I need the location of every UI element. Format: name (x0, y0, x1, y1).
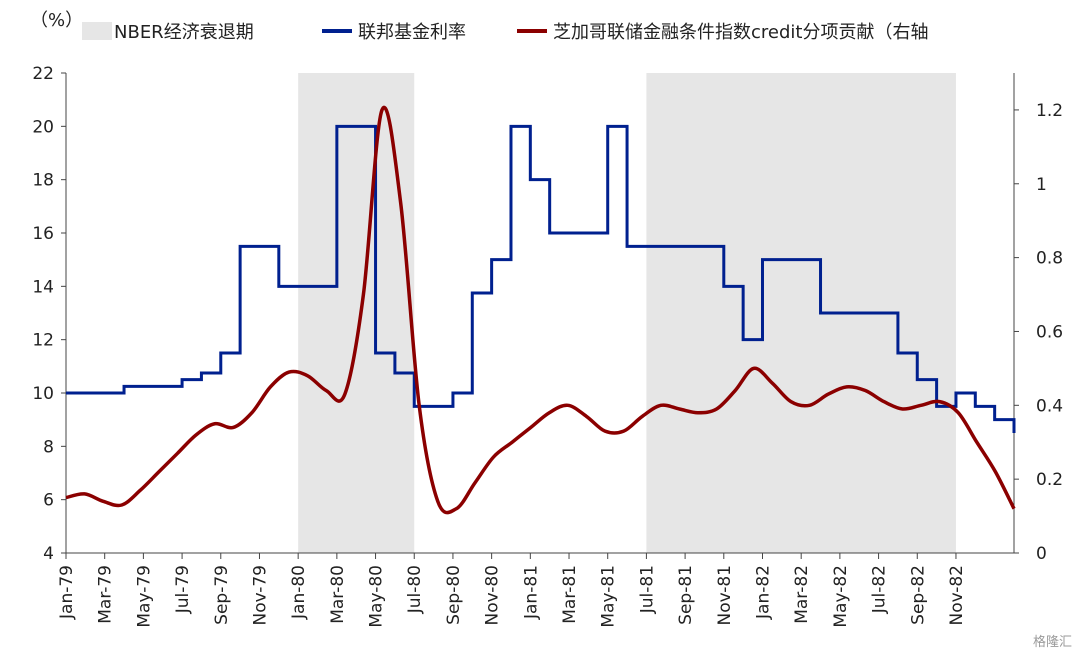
legend: NBER经济衰退期 联邦基金利率 芝加哥联储金融条件指数credit分项贡献（右轴 (82, 22, 928, 43)
x-tick-label: Jan-81 (521, 565, 541, 620)
x-tick-label: Jul-80 (405, 565, 425, 614)
chicago-fed-credit-line (65, 105, 1016, 515)
x-tick-label: May-79 (134, 565, 154, 628)
x-tick-label: Mar-79 (96, 565, 116, 624)
left-tick-label: 4 (43, 544, 54, 564)
x-tick-label: Jan-82 (753, 565, 773, 620)
left-tick-label: 12 (32, 331, 54, 351)
series (65, 105, 1016, 515)
axes: 4 6 8 10 12 14 16 18 20 22 0 0.2 0.4 0.6 0.8 1 1.2 Jan-79… (32, 64, 1063, 628)
fed-funds-rate-line (66, 124, 1016, 433)
right-tick-label: 0.8 (1036, 249, 1063, 269)
right-tick-label: 1 (1036, 175, 1047, 195)
left-axis-unit-label: （%） (30, 10, 83, 31)
x-tick-label: Sep-82 (908, 565, 928, 625)
left-tick-label: 8 (43, 437, 54, 457)
x-tick-label: Jul-82 (870, 565, 890, 614)
x-tick-label: May-81 (599, 565, 619, 628)
x-tick-label: Sep-79 (212, 565, 232, 625)
legend-label: NBER经济衰退期 (114, 22, 254, 43)
x-tick-label: Jan-79 (57, 565, 77, 620)
recession-band-2 (646, 73, 956, 553)
right-tick-label: 0.2 (1036, 470, 1063, 490)
legend-label: 联邦基金利率 (358, 22, 466, 43)
right-tick-label: 0 (1036, 544, 1047, 564)
x-tick-label: Mar-82 (792, 565, 812, 624)
x-tick-label: Jul-81 (637, 565, 657, 614)
x-tick-label: May-82 (831, 565, 851, 628)
x-tick-label: Nov-82 (947, 565, 967, 626)
left-tick-label: 18 (32, 171, 54, 191)
right-tick-label: 1.2 (1036, 101, 1063, 121)
recession-band-1 (298, 73, 415, 553)
right-tick-label: 0.4 (1036, 396, 1063, 416)
x-tick-label: Sep-81 (676, 565, 696, 625)
left-tick-label: 22 (32, 64, 54, 84)
x-tick-label: Mar-81 (560, 565, 580, 624)
x-tick-label: Nov-81 (715, 565, 735, 626)
x-tick-label: Mar-80 (328, 565, 348, 624)
left-tick-label: 16 (32, 224, 54, 244)
right-tick-label: 0.6 (1036, 322, 1063, 342)
x-tick-label: Nov-79 (250, 565, 270, 626)
x-tick-label: Jan-80 (289, 565, 309, 620)
x-tick-label: Jul-79 (173, 565, 193, 614)
left-tick-label: 10 (32, 384, 54, 404)
left-tick-label: 20 (32, 117, 54, 137)
legend-swatch-recession (82, 22, 112, 40)
left-tick-label: 14 (32, 277, 54, 297)
legend-label: 芝加哥联储金融条件指数credit分项贡献（右轴 (553, 22, 928, 43)
x-tick-label: Sep-80 (444, 565, 464, 625)
watermark: 格隆汇 (1032, 635, 1072, 650)
x-tick-label: May-80 (367, 565, 387, 628)
left-tick-label: 6 (43, 491, 54, 511)
x-tick-label: Nov-80 (483, 565, 503, 626)
